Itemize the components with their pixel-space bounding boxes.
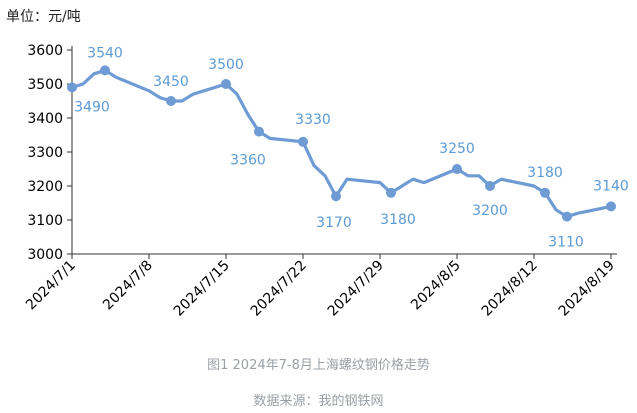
data-point [452, 164, 462, 174]
data-label: 3200 [472, 203, 508, 219]
y-tick-label: 3100 [27, 213, 63, 229]
data-label: 3500 [208, 57, 244, 73]
y-tick-label: 3400 [27, 111, 63, 127]
data-point [606, 201, 616, 212]
y-tick-label: 3500 [27, 77, 63, 93]
x-tick-label: 2024/7/15 [171, 258, 233, 320]
x-tick-label: 2024/7/8 [100, 258, 156, 314]
price-line [70, 68, 613, 219]
data-point [254, 126, 264, 137]
data-label: 3490 [74, 99, 110, 115]
data-point [221, 79, 231, 89]
data-label: 3180 [380, 212, 416, 228]
data-label: 3140 [593, 178, 629, 194]
x-tick-label: 2024/8/5 [408, 258, 464, 314]
data-point [67, 82, 77, 93]
data-label: 3450 [153, 74, 189, 90]
data-point [331, 191, 341, 202]
data-label: 3250 [439, 141, 475, 157]
data-point [166, 96, 176, 106]
data-label: 3330 [295, 112, 331, 128]
data-label: 3540 [87, 45, 123, 61]
y-tick-label: 3200 [27, 179, 63, 195]
data-label: 3180 [527, 165, 563, 181]
data-point [100, 65, 110, 76]
y-tick-label: 3600 [27, 43, 63, 59]
data-point [386, 187, 396, 198]
x-tick-label: 2024/8/19 [556, 258, 618, 320]
data-point [562, 211, 572, 222]
data-point [298, 136, 308, 147]
data-label: 3360 [230, 153, 266, 169]
x-tick-label: 2024/7/22 [248, 258, 310, 320]
x-tick-label: 2024/8/12 [479, 258, 541, 320]
x-tick-label: 2024/7/29 [325, 258, 387, 320]
data-point [485, 181, 495, 191]
y-tick-label: 3300 [27, 145, 63, 161]
x-tick-label: 2024/7/1 [23, 258, 79, 314]
unit-label: 单位：元/吨 [6, 9, 81, 25]
y-tick-label: 3000 [27, 247, 63, 263]
data-label: 3110 [548, 235, 584, 251]
data-label: 3170 [316, 215, 352, 231]
data-source: 数据来源：我的钢铁网 [253, 394, 384, 409]
figure-caption: 图1 2024年7-8月上海螺纹钢价格走势 [207, 358, 430, 373]
data-point [540, 187, 550, 198]
